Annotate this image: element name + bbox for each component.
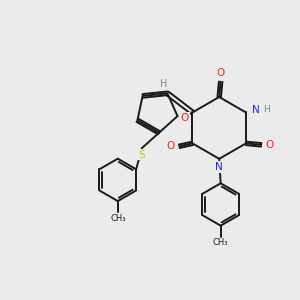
Text: CH₃: CH₃ [110, 214, 125, 223]
Text: H: H [263, 105, 270, 114]
Text: O: O [217, 68, 225, 78]
Text: O: O [266, 140, 274, 150]
Text: N: N [215, 162, 223, 172]
Text: H: H [160, 79, 167, 89]
Text: CH₃: CH₃ [213, 238, 228, 247]
Text: N: N [252, 104, 260, 115]
Text: O: O [167, 141, 175, 151]
Text: S: S [138, 150, 145, 160]
Text: O: O [181, 112, 189, 123]
